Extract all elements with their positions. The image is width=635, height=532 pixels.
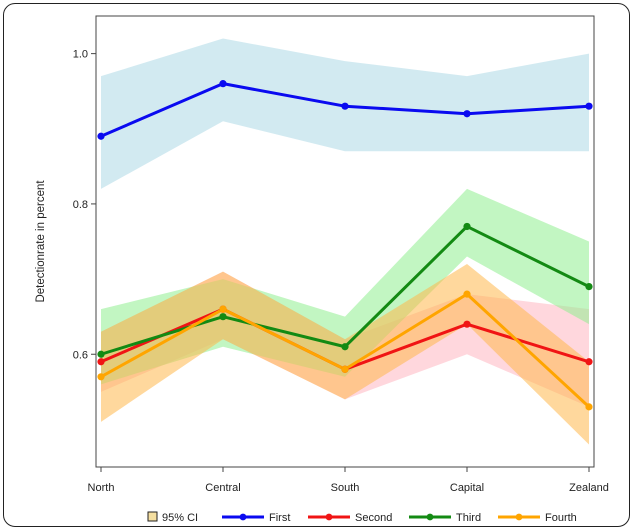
legend-marker-second bbox=[325, 513, 333, 521]
x-tick-label: Central bbox=[205, 482, 240, 494]
x-axis-ticks: North Central South Capital Zealand bbox=[88, 467, 609, 494]
data-point-second-zealand bbox=[585, 358, 593, 366]
data-point-first-central bbox=[219, 80, 227, 88]
legend-marker-first bbox=[239, 513, 247, 521]
data-point-first-north bbox=[97, 132, 105, 140]
data-point-third-south bbox=[341, 343, 349, 351]
data-point-third-capital bbox=[463, 222, 471, 231]
ci-bands bbox=[101, 38, 589, 445]
x-tick-label: Capital bbox=[450, 482, 484, 494]
data-point-fourth-zealand bbox=[585, 403, 593, 411]
data-point-third-zealand bbox=[585, 283, 593, 291]
legend-ci-swatch bbox=[147, 511, 158, 522]
data-point-fourth-central bbox=[219, 305, 227, 313]
y-tick-label: 1.0 bbox=[73, 49, 88, 61]
legend-label-first: First bbox=[269, 512, 290, 524]
y-tick-label: 0.6 bbox=[73, 349, 88, 361]
ci-band-first bbox=[101, 38, 589, 189]
chart-frame: 0.6 0.8 1.0 North Central South Capital Zealan… bbox=[3, 3, 630, 527]
legend-ci-label: 95% CI bbox=[162, 512, 198, 524]
legend-marker-fourth bbox=[515, 513, 523, 521]
y-axis-ticks: 0.6 0.8 1.0 bbox=[73, 49, 96, 361]
data-point-fourth-south bbox=[341, 365, 349, 373]
data-point-second-capital bbox=[463, 320, 471, 328]
legend-label-second: Second bbox=[355, 512, 392, 524]
line-chart: 0.6 0.8 1.0 North Central South Capital Zealan… bbox=[35, 15, 609, 524]
ci-band-fourth bbox=[101, 264, 589, 445]
data-point-second-north bbox=[97, 358, 105, 366]
x-tick-label: Zealand bbox=[569, 482, 609, 494]
y-tick-label: 0.8 bbox=[73, 199, 88, 211]
y-axis-label: Detectionrate in percent bbox=[35, 180, 47, 303]
series-points bbox=[97, 80, 593, 411]
data-point-third-central bbox=[219, 313, 227, 321]
data-point-fourth-north bbox=[97, 373, 105, 381]
x-tick-label: South bbox=[331, 482, 360, 494]
data-point-first-south bbox=[341, 102, 349, 110]
data-point-first-capital bbox=[463, 110, 471, 118]
legend-label-fourth: Fourth bbox=[545, 512, 577, 524]
legend-marker-third bbox=[426, 513, 434, 521]
x-tick-label: North bbox=[88, 482, 115, 494]
legend-label-third: Third bbox=[456, 512, 481, 524]
data-point-third-north bbox=[97, 350, 105, 358]
legend: 95% CI First Second Third Fourth bbox=[147, 511, 577, 524]
data-point-first-zealand bbox=[585, 102, 593, 110]
data-point-fourth-capital bbox=[463, 290, 471, 298]
